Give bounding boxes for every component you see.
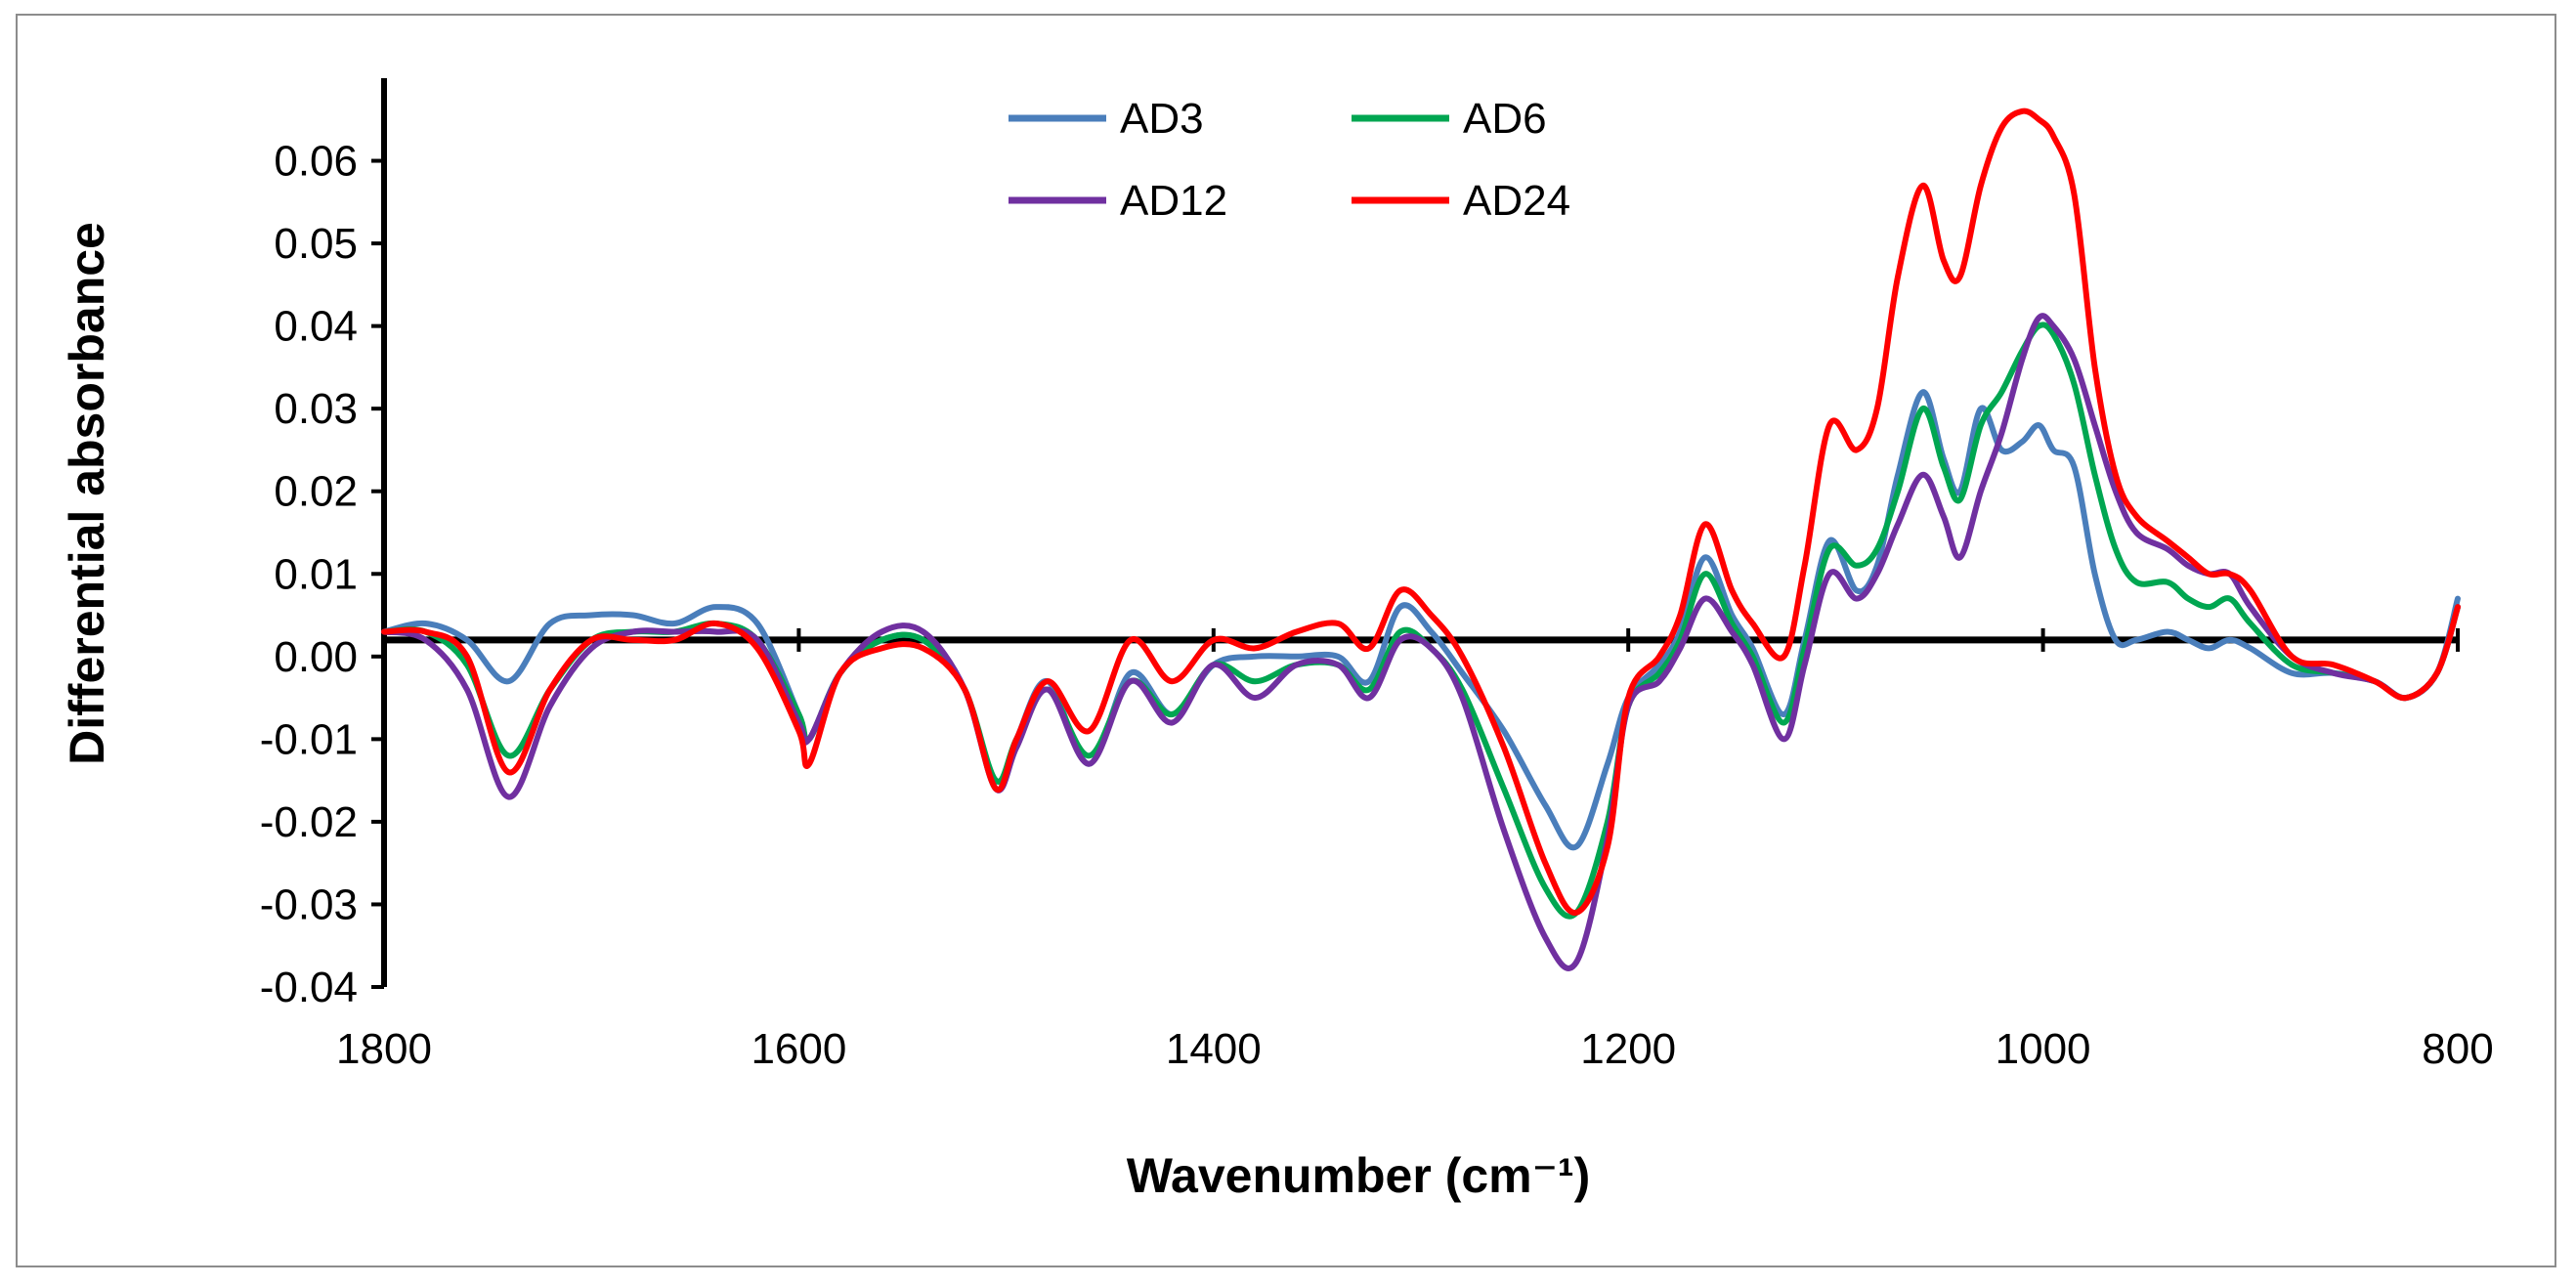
y-axis-title: Differential absorbance: [60, 222, 114, 765]
x-tick-label: 1600: [751, 1025, 846, 1073]
y-tick-label: -0.01: [260, 715, 358, 763]
y-tick-label: 0.05: [274, 220, 358, 268]
x-tick-label: 800: [2422, 1025, 2493, 1073]
x-tick-label: 1800: [336, 1025, 432, 1073]
y-ticks: -0.04 -0.03 -0.02 -0.01 0.00 0.01 0.02 0.03 0.04…: [260, 138, 384, 1011]
x-tick-label: 1000: [1996, 1025, 2091, 1073]
series-group: [381, 107, 2461, 971]
legend-label-ad6: AD6: [1463, 95, 1547, 143]
legend-label-ad3: AD3: [1120, 95, 1204, 143]
y-tick-label: 0.01: [274, 550, 358, 598]
y-tick-label: 0.04: [274, 303, 358, 351]
x-tick-label: 1400: [1166, 1025, 1262, 1073]
y-tick-label: -0.02: [260, 798, 358, 846]
x-tick-label: 1200: [1580, 1025, 1676, 1073]
x-axis-title: Wavenumber (cm⁻¹): [1127, 1148, 1591, 1203]
y-tick-label: 0.00: [274, 633, 358, 681]
y-tick-label: 0.06: [274, 138, 358, 186]
y-tick-label: 0.03: [274, 385, 358, 433]
legend-label-ad24: AD24: [1463, 177, 1570, 225]
series-line-ad24: [381, 107, 2461, 916]
axes: [381, 78, 2458, 987]
legend: AD3 AD6 AD12 AD24: [1009, 95, 1570, 225]
x-ticks: 1800 1600 1400 1200 1000 800: [336, 627, 2494, 1073]
y-tick-label: -0.04: [260, 964, 358, 1011]
legend-label-ad12: AD12: [1120, 177, 1227, 225]
y-tick-label: 0.02: [274, 468, 358, 516]
series-line-ad3: [381, 389, 2461, 851]
y-tick-label: -0.03: [260, 880, 358, 928]
